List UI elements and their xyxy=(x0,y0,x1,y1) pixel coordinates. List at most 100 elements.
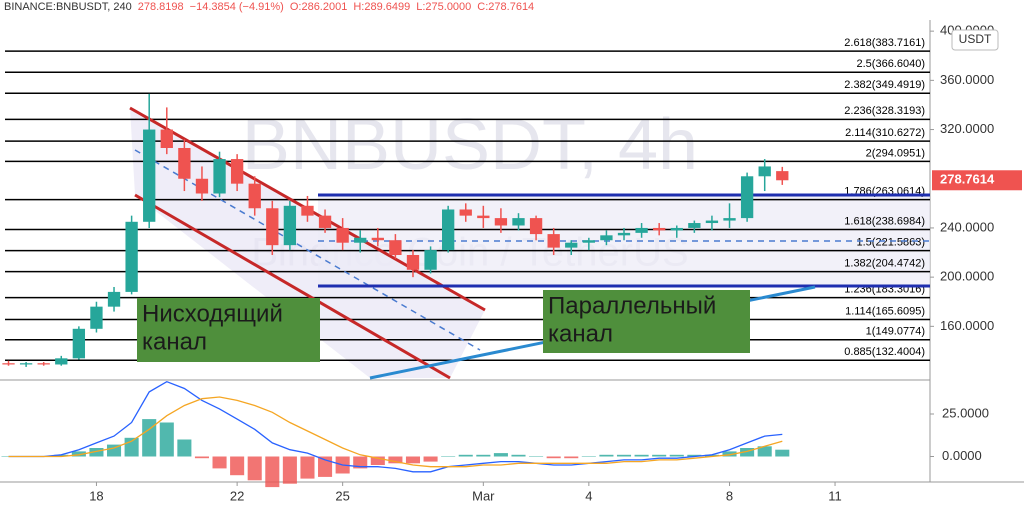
x-tick-label: 8 xyxy=(726,488,733,503)
x-tick-label: 22 xyxy=(230,488,244,503)
histogram-bar xyxy=(581,456,596,457)
histogram-bar xyxy=(493,453,508,457)
fib-label: 1.618(238.6984) xyxy=(844,215,925,227)
candle-body xyxy=(600,235,613,241)
histogram-bar xyxy=(757,446,772,457)
candle-body xyxy=(776,171,789,181)
currency-box xyxy=(951,29,999,51)
x-tick-label: 4 xyxy=(585,488,592,503)
histogram-bar xyxy=(388,456,403,464)
candle-body xyxy=(230,159,244,184)
candle-body xyxy=(143,129,156,222)
header: BINANCE:BNBUSDT, 240 278.8198 −14.3854 (… xyxy=(4,1,534,13)
histogram-bar xyxy=(476,454,491,457)
open: O:286.2001 xyxy=(289,1,348,13)
histogram-bar xyxy=(142,419,157,457)
fib-label: 0.885(132.4004) xyxy=(844,346,925,358)
candle-body xyxy=(424,250,437,270)
candle-body xyxy=(512,218,525,226)
histogram-bar xyxy=(529,456,544,457)
macd-line xyxy=(8,396,783,468)
candle-body xyxy=(2,363,15,365)
last-price: 278.7614 xyxy=(940,172,995,187)
histogram-bar xyxy=(564,456,579,459)
candle-body xyxy=(283,205,297,246)
candle-body xyxy=(565,242,578,248)
candle-body xyxy=(19,363,33,365)
fib-label: 2.5(366.6040) xyxy=(857,58,926,70)
histogram-bar xyxy=(616,454,632,457)
histogram-bar xyxy=(775,449,790,457)
macd-line xyxy=(8,380,783,473)
fib-levels: 2.618(383.7161) 2.5(366.6040) 2.382(349.49… xyxy=(5,37,930,362)
candle-body xyxy=(72,328,86,359)
axes: 400.0000360.0000320.0000240.0000200.0000… xyxy=(89,23,1022,503)
candle-body xyxy=(529,218,543,235)
histogram-bar xyxy=(423,456,438,462)
histogram-bar xyxy=(265,456,280,488)
candle-body xyxy=(37,363,50,365)
fib-label: 2.618(383.7161) xyxy=(844,37,925,49)
watermark-symbol: BNBUSDT, 4h xyxy=(242,105,698,185)
histogram-bar xyxy=(230,456,245,476)
y-tick-label: 0.0000 xyxy=(942,448,982,463)
annotation-text: канал xyxy=(142,328,207,355)
last-price-box xyxy=(932,170,1022,191)
candle-body xyxy=(494,218,508,226)
histogram-bar xyxy=(652,454,667,457)
candle-body xyxy=(723,218,736,221)
candle-body xyxy=(107,291,121,307)
annotation-text: Нисходящий xyxy=(142,300,283,327)
annotation-box xyxy=(137,298,320,362)
y-tick-label: 240.0000 xyxy=(940,219,994,234)
histogram-bar xyxy=(54,454,69,457)
histogram-bar xyxy=(546,456,561,459)
histogram-bar xyxy=(318,456,333,477)
low: L:275.0000 xyxy=(416,1,472,13)
y-tick-label: 360.0000 xyxy=(940,72,994,87)
candle-body xyxy=(90,306,103,329)
close: C:278.7614 xyxy=(477,1,535,13)
histogram-bar xyxy=(247,456,262,481)
y-tick-label: 25.0000 xyxy=(942,405,989,420)
histogram-bar xyxy=(722,451,737,457)
histogram-bar xyxy=(704,454,719,457)
candle-body xyxy=(459,209,472,216)
histogram-bar xyxy=(634,454,649,457)
histogram-bar xyxy=(71,451,86,457)
candle-body xyxy=(195,178,209,194)
histogram-bar xyxy=(353,456,368,469)
histogram-bar xyxy=(89,448,104,457)
histogram-bar xyxy=(212,456,227,469)
candle-body xyxy=(442,209,455,251)
candle-body xyxy=(336,227,349,243)
high: H:289.6499 xyxy=(353,1,411,13)
histogram-bar xyxy=(177,439,192,457)
fib-label: 2.114(310.6272) xyxy=(845,127,925,139)
y-tick-label: 320.0000 xyxy=(940,121,994,136)
candle-body xyxy=(758,166,771,177)
fib-label: 2.382(349.4919) xyxy=(844,79,925,91)
price: 278.8198 xyxy=(137,1,184,13)
fib-label: 1(149.0774) xyxy=(866,326,925,338)
histogram-bar xyxy=(405,456,421,464)
histogram-bar xyxy=(511,454,526,457)
histogram-bar xyxy=(458,454,473,457)
candle-body xyxy=(617,232,631,236)
candle-body xyxy=(635,227,648,233)
candle-body xyxy=(301,205,314,216)
candle-body xyxy=(477,215,490,219)
candle-body xyxy=(213,159,226,194)
x-tick-label: 11 xyxy=(828,488,842,503)
fib-label: 1.5(221.5863) xyxy=(857,236,926,248)
candle-body xyxy=(371,237,384,241)
candle-body xyxy=(266,208,279,246)
candle-body xyxy=(318,215,332,228)
candle-body xyxy=(740,176,754,219)
candle-body xyxy=(178,147,191,179)
histogram-bar xyxy=(106,444,122,457)
candles xyxy=(2,93,789,367)
